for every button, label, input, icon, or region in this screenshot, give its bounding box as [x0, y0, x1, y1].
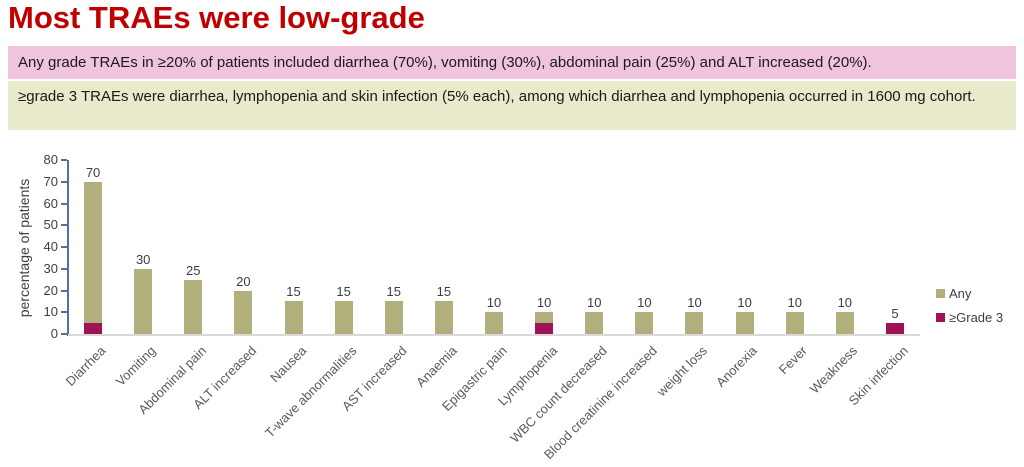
y-tick-mark	[61, 202, 67, 205]
x-category-label: weight loss	[654, 343, 711, 400]
y-tick-label: 30	[43, 260, 58, 276]
bar-value-label: 10	[737, 295, 752, 311]
x-axis-line	[68, 334, 920, 336]
y-tick-mark	[61, 246, 67, 248]
bar-any	[84, 181, 103, 334]
y-tick-label: 50	[43, 217, 58, 233]
bar-value-label: 10	[687, 295, 702, 311]
bar-value-label: 15	[286, 284, 301, 300]
y-tick-mark	[61, 159, 67, 161]
x-category-label: WBC count decreased	[507, 343, 610, 446]
bar-any	[334, 301, 353, 334]
bar-any	[134, 268, 153, 334]
legend-item-grade3: ≥Grade 3	[936, 310, 1003, 325]
y-tick-mark	[61, 333, 67, 335]
page-title: Most TRAEs were low-grade	[8, 0, 425, 35]
banner-grade3-traes: ≥grade 3 TRAEs were diarrhea, lymphopeni…	[8, 81, 1016, 130]
bar-any	[234, 290, 253, 334]
legend-swatch-any	[936, 289, 945, 298]
x-category-label: Fever	[776, 343, 811, 378]
y-tick-mark	[61, 267, 67, 270]
bar-grade3	[885, 323, 904, 334]
bar-value-label: 10	[837, 295, 853, 311]
bar-any	[434, 301, 453, 334]
bar-any	[685, 312, 704, 334]
y-tick-label: 70	[43, 173, 58, 189]
bar-value-label: 25	[186, 262, 201, 278]
x-category-label: Vomiting	[112, 343, 159, 389]
bar-value-label: 15	[336, 284, 351, 300]
y-tick-label: 40	[43, 239, 58, 254]
y-tick-label: 80	[43, 152, 58, 167]
bar-any	[835, 312, 854, 334]
bar-any	[735, 312, 754, 334]
y-tick-mark	[61, 311, 67, 314]
bar-any	[485, 312, 503, 334]
legend-label-any: Any	[949, 286, 972, 301]
bar-value-label: 30	[135, 251, 151, 267]
y-tick-label: 10	[43, 304, 58, 320]
bar-any	[184, 279, 203, 334]
x-category-label: T-wave abnormalities	[261, 343, 360, 441]
bar-grade3	[535, 323, 554, 334]
y-tick-label: 60	[43, 195, 58, 211]
legend-item-any: Any	[936, 286, 1003, 301]
bar-value-label: 10	[637, 295, 652, 311]
x-category-label: Diarrhea	[62, 343, 109, 389]
y-tick-label: 20	[43, 282, 58, 298]
bar-value-label: 70	[85, 164, 101, 180]
y-axis-line	[67, 160, 69, 336]
x-category-label: Weakness	[807, 343, 861, 397]
legend-swatch-grade3	[936, 313, 945, 322]
banner-any-grade-traes: Any grade TRAEs in ≥20% of patients incl…	[8, 46, 1016, 79]
bar-value-label: 10	[536, 295, 552, 311]
bar-value-label: 10	[787, 295, 802, 311]
legend-label-grade3: ≥Grade 3	[949, 310, 1004, 325]
y-tick-mark	[61, 289, 67, 292]
bar-value-label: 20	[236, 273, 251, 289]
x-category-label: Anaemia	[412, 343, 460, 390]
x-category-label: Anorexia	[713, 343, 761, 390]
bar-any	[785, 312, 804, 334]
bar-any	[585, 312, 604, 334]
y-tick-mark	[61, 180, 67, 183]
x-category-label: Nausea	[266, 343, 310, 386]
trae-bar-chart: percentage of patients 0 10 20 30 40 50 60 70 80…	[0, 136, 1024, 467]
bar-value-label: 15	[386, 284, 401, 300]
bar-value-label: 10	[486, 295, 502, 311]
bar-value-label: 10	[587, 295, 602, 311]
bar-any	[384, 301, 403, 334]
bar-value-label: 5	[891, 306, 899, 322]
y-tick-mark	[61, 224, 67, 227]
bar-value-label: 15	[436, 284, 452, 300]
bar-any	[284, 301, 303, 334]
bar-any	[635, 312, 654, 334]
legend: Any ≥Grade 3	[936, 286, 1003, 334]
y-tick-label: 0	[50, 326, 58, 341]
bar-grade3	[84, 323, 103, 334]
